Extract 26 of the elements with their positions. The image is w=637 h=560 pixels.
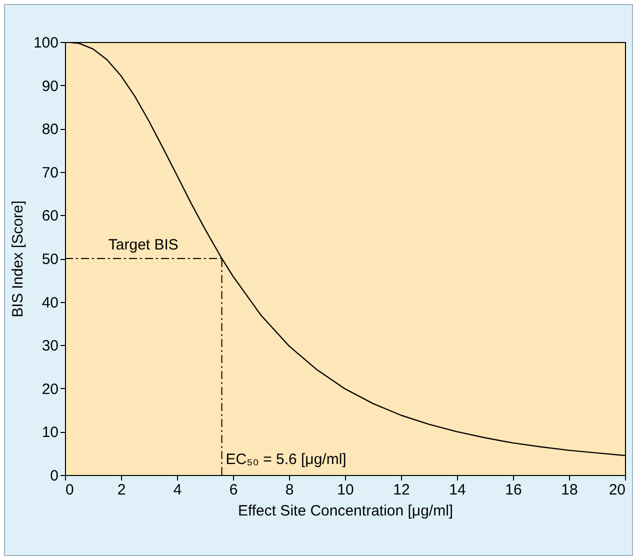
y-tick-label: 10 bbox=[42, 424, 58, 442]
x-tick-label: 4 bbox=[173, 482, 182, 498]
ref-line-label: Target BIS bbox=[108, 236, 178, 254]
y-tick-label: 50 bbox=[42, 251, 58, 268]
y-tick-label: 0 bbox=[50, 468, 58, 484]
x-tick-label: 12 bbox=[393, 482, 410, 498]
y-tick-label: 20 bbox=[42, 380, 58, 398]
y-tick-label: 100 bbox=[33, 34, 58, 52]
x-tick-label: 0 bbox=[66, 482, 74, 498]
y-tick-label: 80 bbox=[42, 121, 58, 138]
y-tick-label: 40 bbox=[42, 294, 58, 312]
y-tick-label: 30 bbox=[42, 338, 58, 355]
x-axis-title: Effect Site Concentration [μg/ml] bbox=[238, 502, 454, 520]
y-tick-label: 60 bbox=[42, 208, 58, 225]
ref-line-label: EC₅₀ = 5.6 [μg/ml] bbox=[226, 451, 346, 468]
x-tick-label: 20 bbox=[608, 482, 626, 498]
x-tick-label: 18 bbox=[561, 482, 578, 498]
x-tick-label: 2 bbox=[117, 482, 126, 498]
x-tick-label: 6 bbox=[229, 482, 238, 498]
x-tick-label: 14 bbox=[449, 482, 466, 498]
x-tick-label: 8 bbox=[285, 482, 294, 498]
y-tick-label: 70 bbox=[42, 164, 58, 182]
x-tick-label: 10 bbox=[337, 482, 354, 498]
x-tick-label: 16 bbox=[505, 482, 522, 498]
y-axis-title: BIS Index [Score] bbox=[9, 200, 26, 318]
y-tick-label: 90 bbox=[42, 78, 58, 95]
